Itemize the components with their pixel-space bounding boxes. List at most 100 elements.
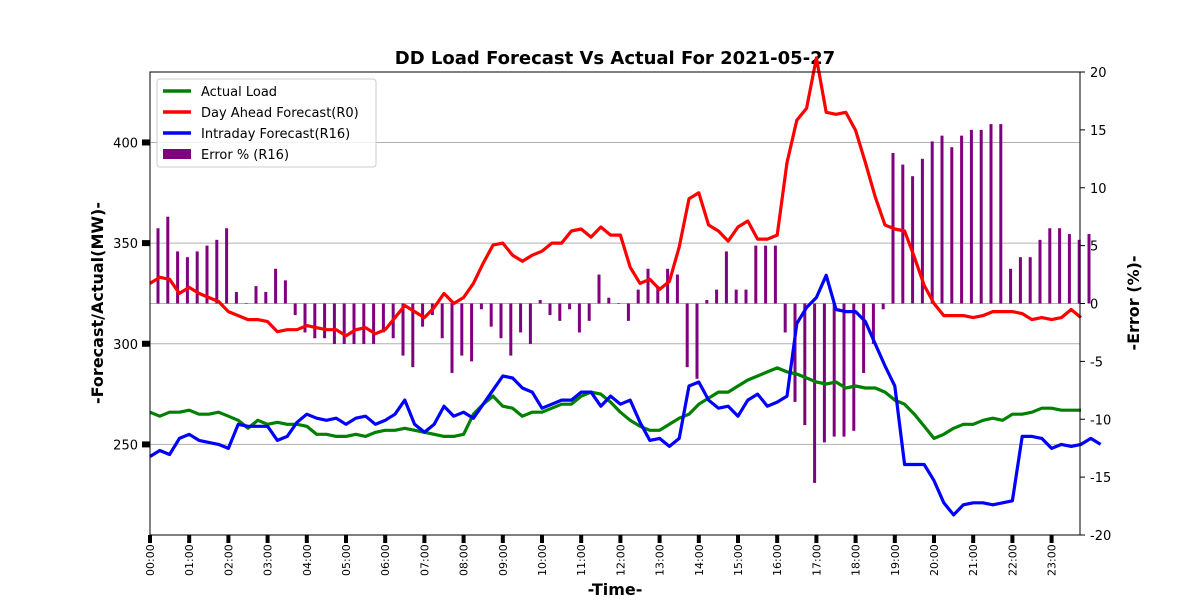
x-tick-mark: [736, 535, 740, 543]
legend-swatch-error: [163, 149, 191, 159]
x-tick-mark: [1010, 535, 1015, 543]
x-tick-mark: [814, 535, 819, 543]
x-tick-mark: [226, 535, 231, 543]
x-tick-label: 07:00: [418, 544, 431, 576]
error-bar: [1028, 257, 1032, 304]
x-tick-label: 12:00: [614, 544, 627, 576]
error-bar: [871, 303, 875, 345]
error-bar: [744, 289, 748, 304]
x-tick-label: 15:00: [732, 544, 745, 576]
error-bar: [724, 251, 728, 304]
x-tick-mark: [618, 535, 623, 543]
left-tick-label: 250: [113, 438, 138, 453]
error-bar: [470, 303, 474, 362]
error-bar: [822, 303, 826, 443]
x-tick-mark: [540, 535, 544, 543]
series-lines: [149, 56, 1102, 517]
x-tick-label: 19:00: [889, 544, 902, 576]
legend-label-intraday: Intraday Forecast(R16): [201, 127, 350, 142]
legend-box: [156, 78, 377, 168]
right-tick-label: 5: [1090, 240, 1098, 255]
error-bar: [479, 303, 483, 310]
x-tick-mark: [1049, 535, 1054, 543]
x-tick-mark: [500, 535, 505, 543]
x-axis-label: -Time-: [588, 580, 643, 599]
error-bar: [920, 158, 924, 304]
error-bar: [234, 291, 238, 304]
x-tick-mark: [148, 535, 152, 543]
error-bar: [734, 289, 738, 304]
error-bar: [597, 274, 601, 304]
error-bar: [754, 245, 758, 304]
error-bar: [1067, 234, 1071, 304]
error-bar: [185, 257, 189, 304]
error-bar: [1087, 234, 1091, 304]
legend-label-actual: Actual Load: [201, 85, 277, 100]
left-tick-mark: [142, 139, 150, 146]
error-bar: [313, 303, 317, 339]
right-tick-label: 20: [1090, 66, 1107, 81]
error-bar: [254, 286, 258, 304]
error-bar: [166, 216, 170, 304]
error-bar: [352, 303, 356, 345]
x-tick-mark: [422, 535, 427, 543]
intraday-line: [149, 273, 1102, 517]
x-tick-mark: [892, 535, 897, 543]
x-tick-label: 23:00: [1046, 544, 1059, 576]
error-bar: [940, 135, 944, 304]
x-tick-label: 02:00: [222, 544, 235, 576]
x-tick-mark: [461, 535, 466, 543]
x-tick-label: 22:00: [1006, 544, 1019, 576]
error-bar: [930, 141, 934, 304]
right-tick-label: -20: [1090, 529, 1111, 544]
error-bar: [803, 303, 807, 426]
right-tick-label: -10: [1090, 413, 1111, 428]
error-bar: [881, 303, 885, 310]
error-bar: [362, 303, 366, 345]
x-tick-label: 14:00: [693, 544, 706, 576]
error-bar: [832, 303, 836, 437]
x-tick-label: 21:00: [967, 544, 980, 576]
error-bar: [274, 268, 278, 304]
day_ahead-line: [149, 56, 1083, 338]
error-bar: [568, 303, 572, 310]
x-tick-label: 08:00: [458, 544, 471, 576]
x-tick-label: 16:00: [771, 544, 784, 576]
error-bar: [715, 289, 719, 304]
error-bar: [960, 135, 964, 304]
error-bar: [813, 303, 817, 483]
error-bar: [215, 239, 219, 304]
x-tick-mark: [304, 535, 309, 543]
legend-label-error: Error % (R16): [201, 148, 289, 163]
left-tick-label: 350: [113, 237, 138, 252]
chart-title: DD Load Forecast Vs Actual For 2021-05-2…: [395, 48, 835, 69]
error-bar: [1038, 239, 1042, 304]
error-bar: [381, 303, 385, 333]
x-tick-label: 01:00: [183, 544, 196, 576]
x-tick-label: 18:00: [850, 544, 863, 576]
error-bar: [528, 303, 532, 345]
left-tick-mark: [142, 240, 150, 247]
x-tick-label: 17:00: [810, 544, 823, 576]
error-bar: [499, 303, 503, 339]
error-bar: [1048, 228, 1052, 304]
right-tick-label: 15: [1090, 124, 1107, 139]
x-tick-mark: [657, 535, 662, 543]
left-tick-mark: [142, 340, 150, 347]
legend-label-day_ahead: Day Ahead Forecast(R0): [201, 106, 359, 121]
error-bar: [793, 303, 797, 402]
error-bar: [519, 303, 523, 333]
error-bar: [264, 291, 268, 304]
error-bar: [852, 303, 856, 431]
error-bar: [303, 303, 307, 333]
left-tick-label: 400: [113, 136, 138, 151]
error-bar: [911, 176, 915, 304]
x-tick-mark: [696, 535, 701, 543]
error-bar: [205, 245, 209, 304]
x-axis: 00:00 01:00 02:00 03:00 04:00 05:00 06:00 07:00…: [144, 535, 1059, 576]
x-tick-mark: [775, 535, 780, 543]
error-bar: [372, 303, 376, 345]
error-bar: [1018, 257, 1022, 304]
x-tick-mark: [932, 535, 936, 543]
